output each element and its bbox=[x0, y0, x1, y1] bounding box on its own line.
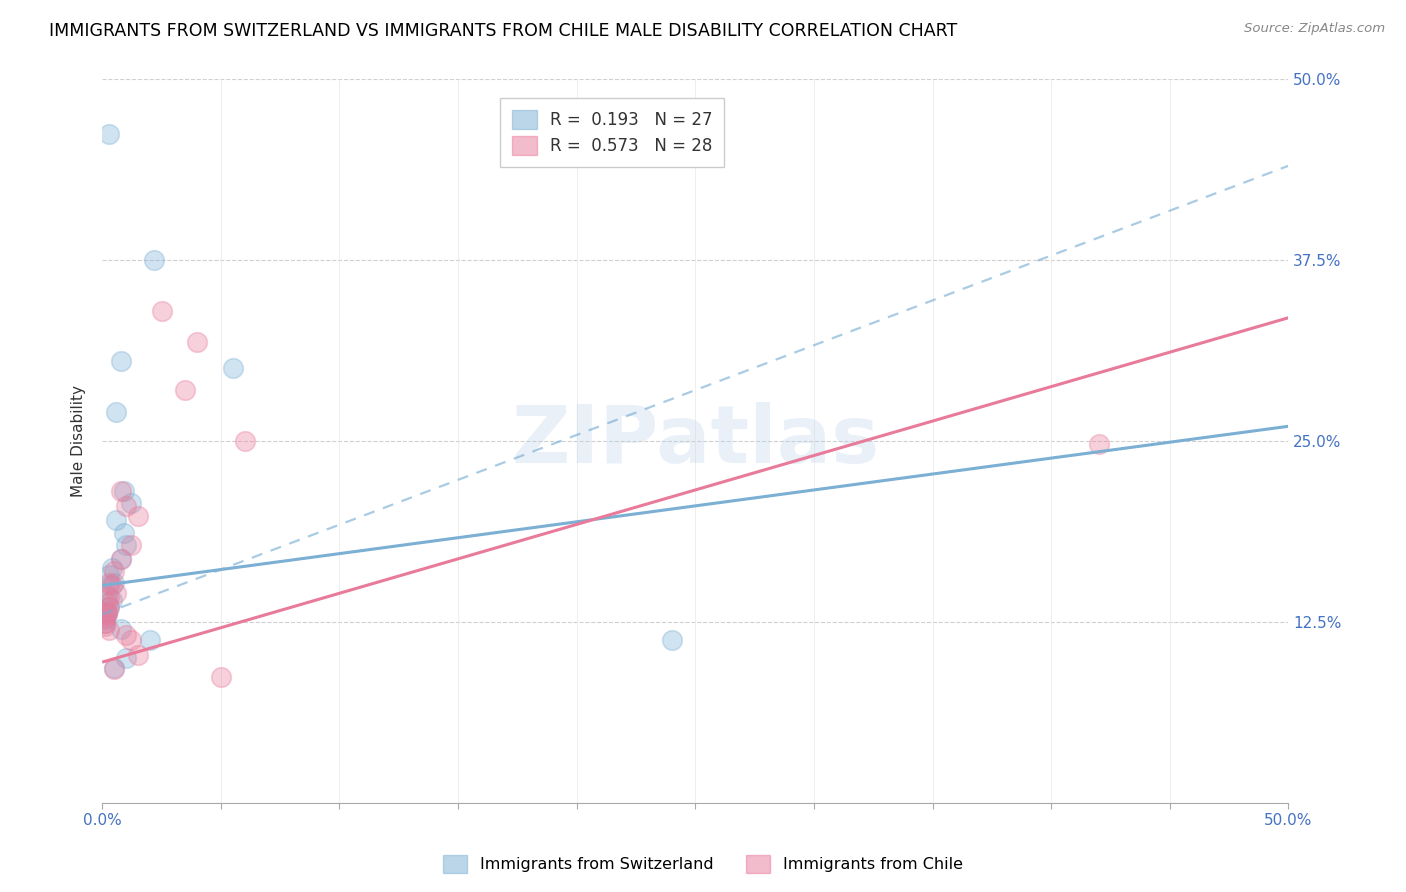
Point bbox=[115, 499, 138, 513]
Point bbox=[93, 616, 115, 631]
Point bbox=[110, 552, 132, 566]
Point bbox=[661, 633, 683, 648]
Point bbox=[105, 513, 128, 527]
Legend: Immigrants from Switzerland, Immigrants from Chile: Immigrants from Switzerland, Immigrants … bbox=[437, 848, 969, 880]
Point bbox=[138, 633, 160, 648]
Point bbox=[103, 661, 125, 675]
Point bbox=[110, 484, 132, 499]
Point bbox=[110, 622, 132, 636]
Point bbox=[112, 526, 135, 541]
Legend: R =  0.193   N = 27, R =  0.573   N = 28: R = 0.193 N = 27, R = 0.573 N = 28 bbox=[501, 98, 724, 167]
Point bbox=[96, 589, 118, 603]
Point bbox=[105, 585, 128, 599]
Text: IMMIGRANTS FROM SWITZERLAND VS IMMIGRANTS FROM CHILE MALE DISABILITY CORRELATION: IMMIGRANTS FROM SWITZERLAND VS IMMIGRANT… bbox=[49, 22, 957, 40]
Point bbox=[98, 600, 121, 615]
Point bbox=[100, 578, 122, 592]
Point bbox=[120, 538, 142, 552]
Point bbox=[96, 596, 118, 610]
Point bbox=[93, 610, 115, 624]
Point bbox=[96, 605, 118, 619]
Point bbox=[127, 508, 149, 523]
Point bbox=[186, 335, 208, 350]
Point bbox=[96, 605, 118, 619]
Point bbox=[96, 607, 118, 622]
Point bbox=[103, 662, 125, 676]
Point bbox=[98, 568, 121, 582]
Point bbox=[174, 383, 197, 397]
Point bbox=[96, 607, 118, 622]
Point bbox=[120, 496, 142, 510]
Point bbox=[233, 434, 256, 448]
Point bbox=[98, 600, 121, 615]
Point bbox=[1087, 436, 1109, 450]
Point bbox=[115, 538, 138, 552]
Point bbox=[98, 578, 121, 592]
Point bbox=[100, 593, 122, 607]
Point bbox=[115, 628, 138, 642]
Text: ZIPatlas: ZIPatlas bbox=[512, 401, 879, 480]
Point bbox=[110, 552, 132, 566]
Y-axis label: Male Disability: Male Disability bbox=[72, 384, 86, 497]
Point bbox=[93, 619, 115, 633]
Point bbox=[98, 624, 121, 638]
Point bbox=[100, 561, 122, 575]
Point bbox=[120, 633, 142, 648]
Point bbox=[209, 670, 232, 684]
Point bbox=[222, 361, 245, 376]
Point bbox=[150, 303, 173, 318]
Point bbox=[105, 405, 128, 419]
Point bbox=[93, 616, 115, 631]
Point bbox=[127, 648, 149, 662]
Point bbox=[103, 575, 125, 590]
Point bbox=[93, 612, 115, 626]
Point bbox=[112, 484, 135, 499]
Point bbox=[98, 575, 121, 590]
Point bbox=[98, 590, 121, 604]
Point bbox=[98, 127, 121, 141]
Point bbox=[115, 650, 138, 665]
Point bbox=[110, 354, 132, 368]
Point bbox=[103, 564, 125, 578]
Text: Source: ZipAtlas.com: Source: ZipAtlas.com bbox=[1244, 22, 1385, 36]
Point bbox=[143, 252, 166, 267]
